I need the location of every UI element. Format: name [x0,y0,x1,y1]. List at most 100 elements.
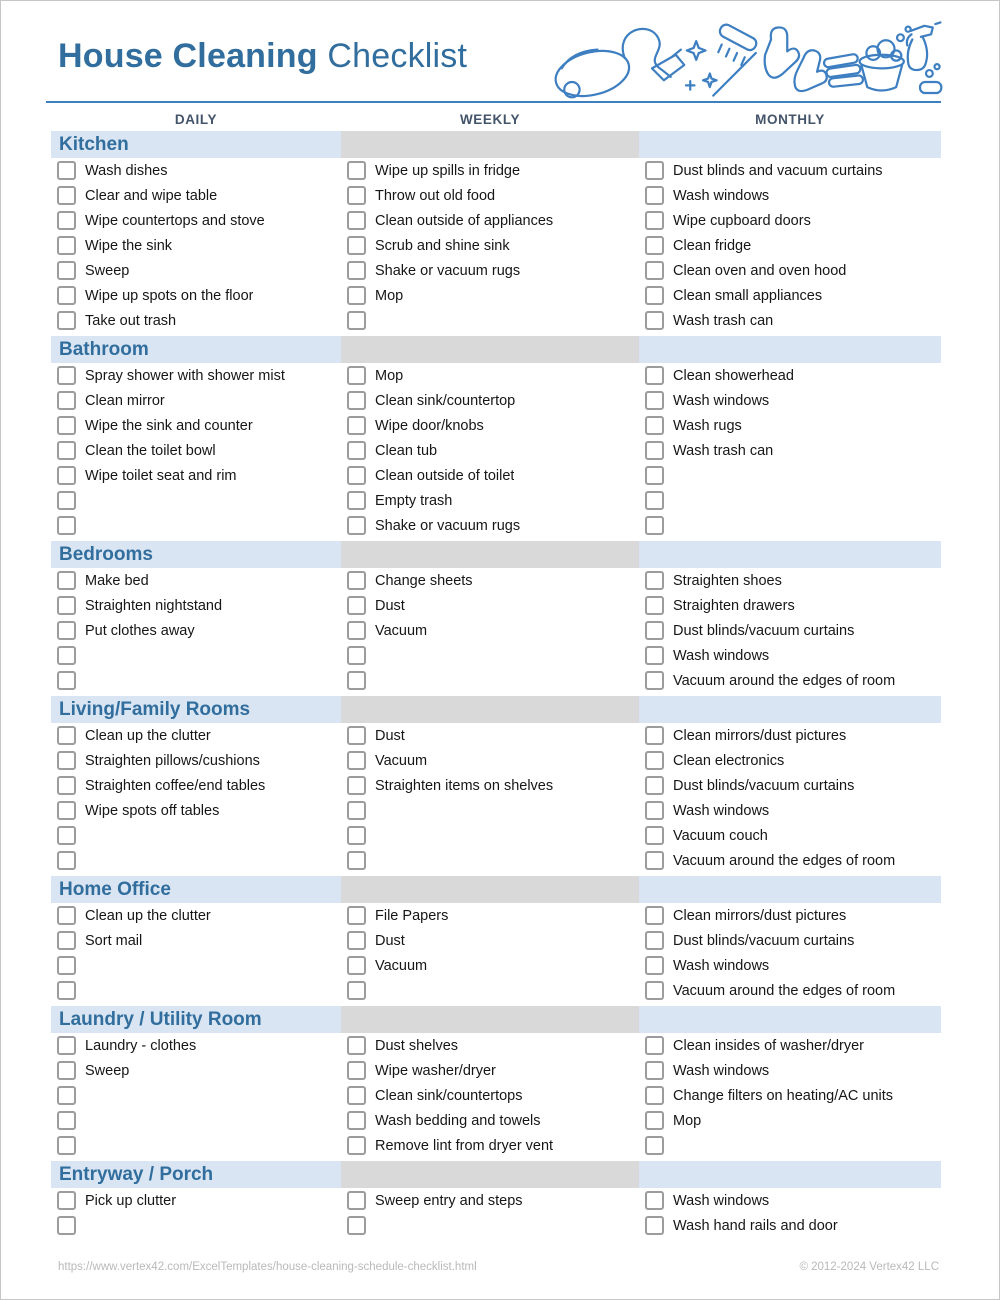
checkbox[interactable] [645,906,664,925]
checkbox[interactable] [57,311,76,330]
checkbox[interactable] [57,1216,76,1235]
checkbox[interactable] [645,671,664,690]
checkbox[interactable] [645,801,664,820]
checkbox[interactable] [645,391,664,410]
checkbox[interactable] [57,391,76,410]
checkbox[interactable] [347,956,366,975]
checkbox[interactable] [645,826,664,845]
checkbox[interactable] [347,1191,366,1210]
checkbox[interactable] [645,286,664,305]
checkbox[interactable] [347,416,366,435]
checkbox[interactable] [57,851,76,870]
checkbox[interactable] [645,1216,664,1235]
checkbox[interactable] [645,981,664,1000]
checkbox[interactable] [645,956,664,975]
source-url-link[interactable]: https://www.vertex42.com/ExcelTemplates/… [58,1261,477,1273]
checkbox[interactable] [347,826,366,845]
checkbox[interactable] [57,956,76,975]
checkbox[interactable] [57,1036,76,1055]
checkbox[interactable] [645,211,664,230]
checkbox[interactable] [645,571,664,590]
checkbox[interactable] [57,236,76,255]
checkbox[interactable] [645,366,664,385]
checkbox[interactable] [645,1191,664,1210]
checkbox[interactable] [347,1036,366,1055]
checkbox[interactable] [57,1191,76,1210]
checkbox[interactable] [57,161,76,180]
checkbox[interactable] [57,776,76,795]
checkbox[interactable] [645,466,664,485]
checkbox[interactable] [347,491,366,510]
checkbox[interactable] [645,931,664,950]
checkbox[interactable] [645,416,664,435]
checkbox[interactable] [57,1061,76,1080]
checkbox[interactable] [57,621,76,640]
checkbox[interactable] [645,236,664,255]
checkbox[interactable] [57,1086,76,1105]
checkbox[interactable] [347,726,366,745]
checkbox[interactable] [347,646,366,665]
checkbox[interactable] [347,466,366,485]
checkbox[interactable] [347,851,366,870]
checkbox[interactable] [347,931,366,950]
checkbox[interactable] [57,416,76,435]
checkbox[interactable] [347,261,366,280]
checkbox[interactable] [347,801,366,820]
checkbox[interactable] [347,596,366,615]
checkbox[interactable] [645,621,664,640]
checkbox[interactable] [347,671,366,690]
checkbox[interactable] [57,571,76,590]
checkbox[interactable] [645,1086,664,1105]
checkbox[interactable] [57,516,76,535]
checkbox[interactable] [347,1061,366,1080]
checkbox[interactable] [57,826,76,845]
checkbox[interactable] [57,466,76,485]
checkbox[interactable] [57,981,76,1000]
checkbox[interactable] [347,571,366,590]
checkbox[interactable] [347,751,366,770]
checkbox[interactable] [57,441,76,460]
checkbox[interactable] [645,1111,664,1130]
checkbox[interactable] [57,286,76,305]
checkbox[interactable] [347,286,366,305]
checkbox[interactable] [347,1216,366,1235]
checkbox[interactable] [645,1136,664,1155]
checkbox[interactable] [645,751,664,770]
checkbox[interactable] [645,161,664,180]
checkbox[interactable] [57,1111,76,1130]
checkbox[interactable] [57,186,76,205]
checkbox[interactable] [645,851,664,870]
checkbox[interactable] [645,311,664,330]
checkbox[interactable] [347,236,366,255]
checkbox[interactable] [645,596,664,615]
checkbox[interactable] [347,906,366,925]
checkbox[interactable] [57,491,76,510]
checkbox[interactable] [645,726,664,745]
checkbox[interactable] [347,311,366,330]
checkbox[interactable] [645,1061,664,1080]
checkbox[interactable] [347,776,366,795]
checkbox[interactable] [57,801,76,820]
checkbox[interactable] [347,366,366,385]
checkbox[interactable] [347,1086,366,1105]
checkbox[interactable] [57,671,76,690]
checkbox[interactable] [645,491,664,510]
checkbox[interactable] [347,391,366,410]
checkbox[interactable] [57,931,76,950]
checkbox[interactable] [645,516,664,535]
checkbox[interactable] [57,1136,76,1155]
checkbox[interactable] [57,211,76,230]
checkbox[interactable] [347,1111,366,1130]
checkbox[interactable] [57,646,76,665]
checkbox[interactable] [347,981,366,1000]
checkbox[interactable] [645,646,664,665]
checkbox[interactable] [645,441,664,460]
checkbox[interactable] [57,751,76,770]
checkbox[interactable] [57,726,76,745]
checkbox[interactable] [347,211,366,230]
checkbox[interactable] [347,516,366,535]
checkbox[interactable] [347,621,366,640]
checkbox[interactable] [347,186,366,205]
checkbox[interactable] [347,161,366,180]
checkbox[interactable] [57,596,76,615]
